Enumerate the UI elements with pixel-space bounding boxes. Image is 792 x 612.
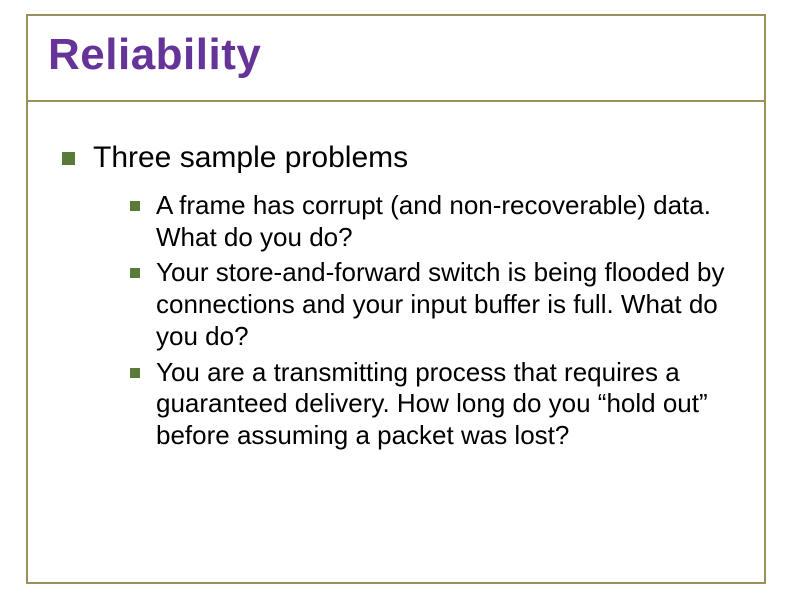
square-bullet-icon [62,152,75,165]
level1-text: Three sample problems [93,140,408,176]
slide: Reliability Three sample problems A fram… [0,0,792,612]
sublist: A frame has corrupt (and non-recoverable… [130,190,752,452]
title-underline [27,100,765,102]
square-bullet-icon [130,268,140,278]
level2-text: You are a transmitting process that requ… [156,357,752,452]
level2-text: Your store-and-forward switch is being f… [156,257,752,352]
square-bullet-icon [130,368,140,378]
bullet-level2: Your store-and-forward switch is being f… [130,257,752,352]
content-area: Three sample problems A frame has corrup… [62,140,752,456]
slide-title: Reliability [48,30,261,80]
level2-text: A frame has corrupt (and non-recoverable… [156,190,752,253]
bullet-level2: A frame has corrupt (and non-recoverable… [130,190,752,253]
square-bullet-icon [130,201,140,211]
bullet-level1: Three sample problems [62,140,752,176]
bullet-level2: You are a transmitting process that requ… [130,357,752,452]
